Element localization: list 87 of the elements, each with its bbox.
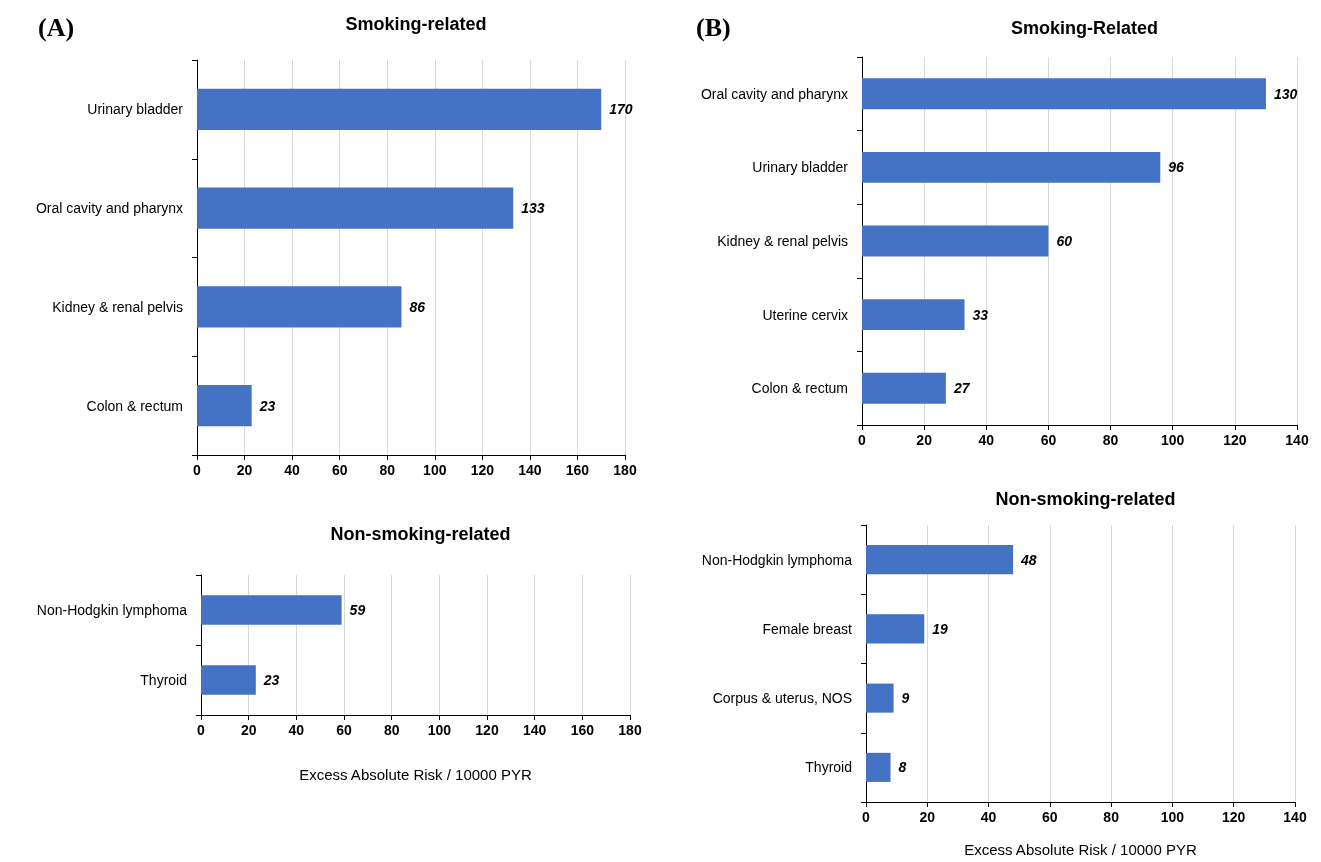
bar — [862, 78, 1266, 110]
x-tick-label: 100 — [423, 462, 447, 478]
data-label: 60 — [1056, 233, 1073, 249]
bar — [862, 372, 946, 404]
chart-title: Non-smoking-related — [330, 524, 511, 544]
data-label: 9 — [901, 690, 910, 707]
x-axis-title: Excess Absolute Risk / 10000 PYR — [964, 841, 1197, 858]
x-tick-label: 40 — [980, 809, 997, 825]
y-tick-label: Non-Hodgkin lymphoma — [701, 551, 853, 568]
x-tick-label: 160 — [570, 722, 595, 738]
x-tick-label: 80 — [383, 722, 400, 738]
x-tick-label: 100 — [1161, 432, 1185, 448]
data-label: 27 — [952, 380, 971, 397]
data-label: 96 — [1168, 159, 1185, 176]
data-label: 23 — [258, 397, 276, 414]
y-tick-label: Female breast — [762, 620, 853, 637]
chart-title: Smoking-Related — [1010, 18, 1159, 38]
bar — [862, 225, 1049, 257]
bar — [866, 752, 891, 782]
x-tick-label: 100 — [427, 722, 452, 738]
x-tick-label: 120 — [1222, 809, 1246, 825]
x-tick-label: 0 — [193, 462, 202, 478]
x-tick-label: 80 — [1102, 432, 1119, 448]
bar — [866, 614, 925, 644]
bar — [197, 88, 602, 131]
x-tick-label: 60 — [336, 722, 352, 738]
x-tick-label: 120 — [1223, 432, 1247, 448]
x-tick-label: 80 — [1103, 809, 1120, 825]
x-tick-label: 140 — [522, 722, 547, 738]
text: (A) — [38, 12, 75, 42]
data-label: 33 — [972, 306, 989, 323]
x-tick-label: 0 — [862, 809, 871, 825]
y-tick-label: Kidney & renal pelvis — [717, 233, 848, 249]
x-tick-label: 140 — [1285, 432, 1309, 448]
y-tick-label: Thyroid — [140, 672, 187, 688]
chart-title: Smoking-related — [345, 14, 487, 34]
y-tick-label: Urinary bladder — [752, 159, 849, 176]
bar — [197, 384, 252, 427]
bar — [866, 545, 1014, 575]
data-label: 130 — [1273, 85, 1298, 102]
x-tick-label: 140 — [518, 462, 542, 478]
x-tick-label: 40 — [978, 432, 995, 448]
x-tick-label: 60 — [1042, 809, 1058, 825]
x-tick-label: 0 — [197, 722, 206, 738]
data-label: 86 — [409, 298, 426, 315]
bar — [197, 187, 514, 229]
x-tick-label: 20 — [916, 432, 933, 448]
data-label: 170 — [609, 101, 633, 118]
x-tick-label: 160 — [565, 462, 590, 478]
data-label: 23 — [262, 672, 280, 688]
y-tick-label: Urinary bladder — [87, 101, 184, 118]
data-label: 48 — [1020, 551, 1037, 568]
chart-title: Non-smoking-related — [995, 489, 1176, 509]
x-tick-label: 100 — [1160, 809, 1185, 825]
bar — [862, 299, 965, 331]
x-tick-label: 140 — [1283, 809, 1307, 825]
x-tick-label: 40 — [284, 462, 301, 478]
bar — [862, 151, 1161, 183]
y-tick-label: Colon & rectum — [86, 397, 183, 414]
x-tick-label: 120 — [470, 462, 495, 478]
x-axis-title: Excess Absolute Risk / 10000 PYR — [299, 766, 532, 783]
data-label: 59 — [349, 602, 366, 618]
x-tick-label: 60 — [331, 462, 348, 478]
y-tick-label: Kidney & renal pelvis — [52, 298, 183, 315]
x-tick-label: 80 — [379, 462, 396, 478]
data-label: 19 — [932, 620, 949, 637]
x-tick-label: 60 — [1040, 432, 1057, 448]
x-tick-label: 20 — [919, 809, 936, 825]
y-tick-label: Oral cavity and pharynx — [35, 200, 183, 217]
x-tick-label: 20 — [240, 722, 257, 738]
text: (B) — [696, 12, 731, 42]
x-tick-label: 0 — [858, 432, 867, 448]
data-label: 133 — [521, 200, 545, 217]
x-tick-label: 180 — [613, 462, 637, 478]
x-tick-label: 20 — [236, 462, 253, 478]
y-tick-label: Uterine cervix — [762, 306, 848, 323]
y-tick-label: Oral cavity and pharynx — [700, 85, 848, 102]
bar — [197, 286, 402, 328]
y-tick-label: Corpus & uterus, NOS — [712, 690, 852, 707]
x-tick-label: 120 — [475, 722, 499, 738]
y-tick-label: Non-Hodgkin lymphoma — [36, 602, 188, 618]
y-tick-label: Thyroid — [805, 759, 852, 776]
x-tick-label: 40 — [288, 722, 305, 738]
bar — [866, 683, 894, 713]
y-tick-label: Colon & rectum — [751, 380, 848, 397]
data-label: 8 — [898, 759, 907, 776]
x-tick-label: 180 — [618, 722, 642, 738]
